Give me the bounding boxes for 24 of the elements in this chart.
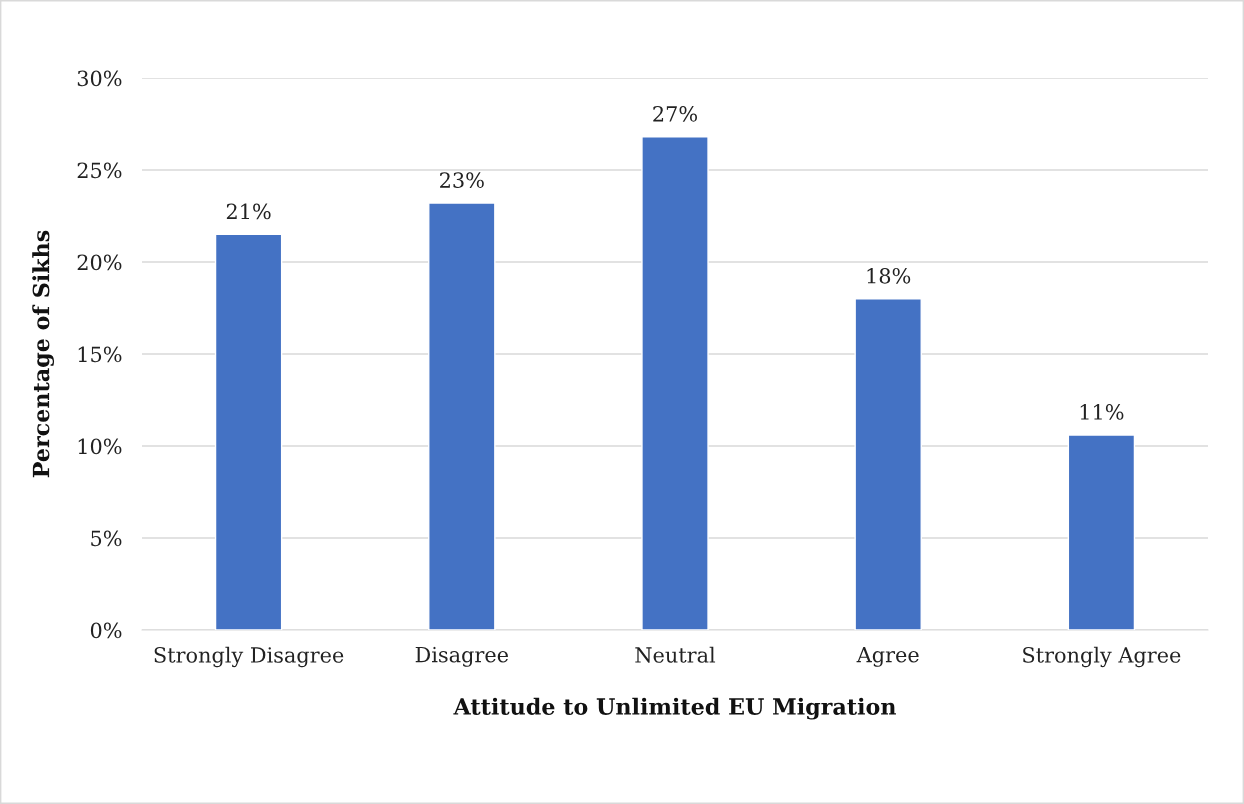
y-tick-label: 5% (91, 530, 122, 547)
x-tick-label: Neutral (635, 646, 716, 663)
x-tick-label: Strongly Disagree (154, 646, 344, 668)
data-label: 27% (653, 105, 697, 122)
bar (428, 202, 496, 630)
bar (854, 298, 922, 630)
y-tick-label: 15% (78, 346, 122, 363)
bar (1067, 434, 1136, 630)
data-label: 11% (1080, 404, 1124, 420)
bar (641, 136, 709, 630)
y-tick-label: 25% (77, 162, 122, 179)
x-tick-label: Agree (856, 647, 919, 667)
x-axis-title: Attitude to Unlimited EU Migration (453, 697, 896, 720)
y-axis-title: Percentage of Sikhs (32, 230, 55, 478)
data-label: 21% (226, 203, 271, 220)
y-tick-label: 20% (77, 254, 122, 271)
y-tick-label: 10% (78, 438, 122, 455)
y-tick-label: 0% (90, 622, 122, 639)
data-label: 23% (440, 172, 484, 188)
y-tick-label: 30% (77, 70, 122, 87)
data-label: 18% (867, 267, 911, 284)
x-tick-label: Strongly Agree (1023, 646, 1181, 668)
x-tick-label: Disagree (415, 646, 508, 667)
bar (214, 233, 283, 630)
